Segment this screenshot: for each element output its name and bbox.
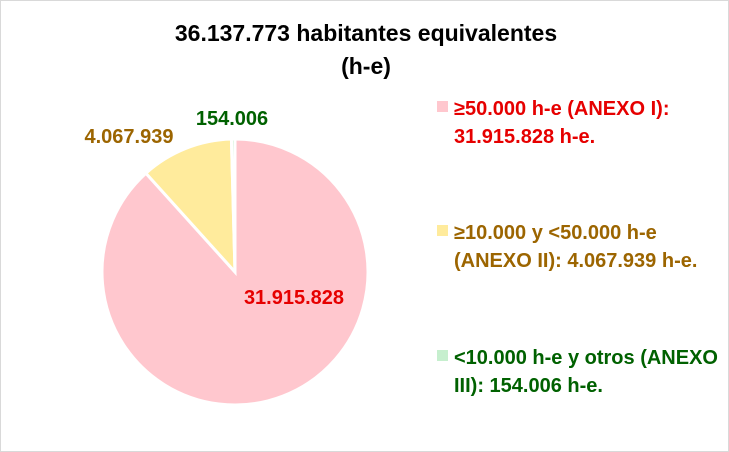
legend-swatch-anexo-iii — [437, 350, 448, 361]
legend-label-anexo-iii: <10.000 h-e y otros (ANEXO III): 154.006… — [454, 347, 718, 397]
chart-title: 36.137.773 habitantes equivalentes (h-e) — [141, 17, 591, 83]
chart-title-line1: 36.137.773 habitantes equivalentes — [174, 20, 558, 46]
legend-label-anexo-ii: ≥10.000 y <50.000 h-e (ANEXO II): 4.067.… — [454, 222, 698, 272]
pie-slice-anexo-iii — [229, 137, 237, 273]
data-label-anexo-ii: 4.067.939 — [85, 126, 174, 148]
data-label-anexo-iii: 154.006 — [196, 108, 268, 130]
legend-label-anexo-i: ≥50.000 h-e (ANEXO I): 31.915.828 h-e. — [454, 98, 670, 148]
legend-swatch-anexo-ii — [437, 225, 448, 236]
data-label-anexo-i: 31.915.828 — [244, 287, 344, 309]
pie-slice-anexo-ii — [143, 137, 237, 277]
legend-swatch-anexo-i — [437, 101, 448, 112]
chart-subtitle: (h-e) — [341, 53, 391, 79]
